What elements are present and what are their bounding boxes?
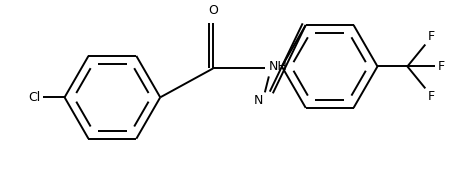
- Text: Cl: Cl: [28, 91, 40, 104]
- Text: F: F: [426, 29, 433, 42]
- Text: O: O: [207, 4, 218, 17]
- Text: F: F: [426, 90, 433, 103]
- Text: N: N: [253, 94, 262, 107]
- Text: F: F: [437, 60, 443, 73]
- Text: NH: NH: [268, 60, 287, 73]
